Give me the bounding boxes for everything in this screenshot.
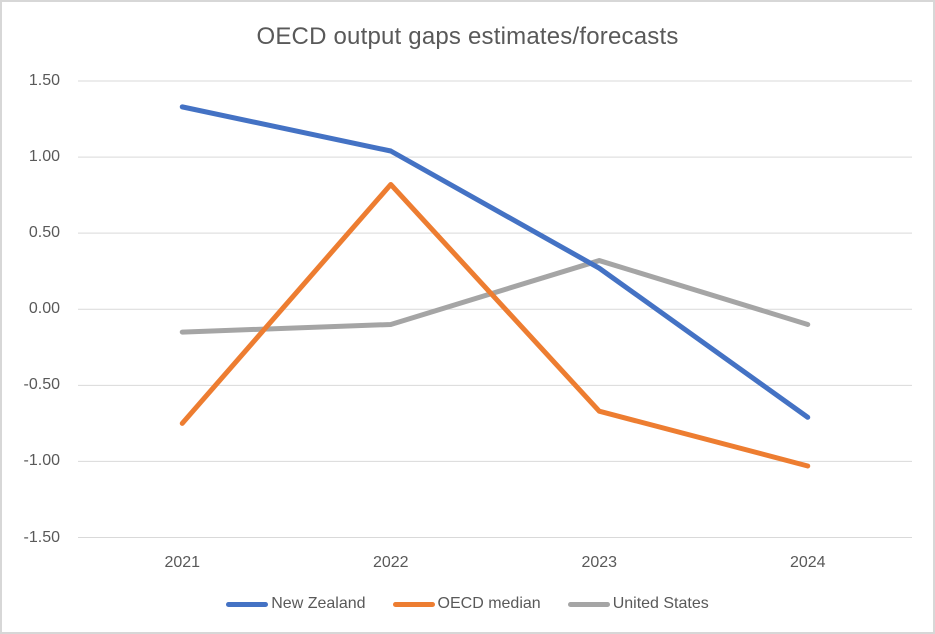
x-tick-label-2022: 2022 — [372, 554, 409, 571]
x-tick-label-2021: 2021 — [164, 554, 201, 571]
legend-swatch-oecd-median — [392, 601, 435, 607]
legend-label-new-zealand: New Zealand — [271, 595, 366, 612]
y-tick-label: -1.00 — [23, 452, 60, 470]
y-tick-label: 1.50 — [28, 72, 60, 89]
y-tick-label: -1.50 — [23, 528, 60, 546]
legend-item-new-zealand: New Zealand — [226, 595, 366, 613]
y-tick-label: 0.50 — [28, 224, 60, 242]
chart-title: OECD output gaps estimates/forecasts — [256, 23, 679, 50]
y-tick-label: 0.00 — [28, 300, 60, 318]
y-tick-label: -0.50 — [23, 376, 60, 394]
x-tick-label-2023: 2023 — [581, 554, 618, 571]
legend-label-oecd-median: OECD median — [437, 595, 541, 612]
y-tick-label: 1.00 — [28, 148, 60, 166]
series-line-new-zealand — [179, 104, 811, 420]
legend-item-united-states: United States — [567, 595, 709, 613]
legend-item-oecd-median: OECD median — [392, 595, 541, 613]
legend: New Zealand OECD median United States — [2, 593, 933, 615]
series-line-united-states — [179, 258, 811, 335]
legend-swatch-new-zealand — [226, 601, 269, 607]
x-tick-label-2024: 2024 — [789, 554, 826, 571]
legend-label-united-states: United States — [612, 595, 709, 612]
legend-swatch-united-states — [567, 601, 610, 607]
series-line-oecd-median — [179, 181, 811, 469]
